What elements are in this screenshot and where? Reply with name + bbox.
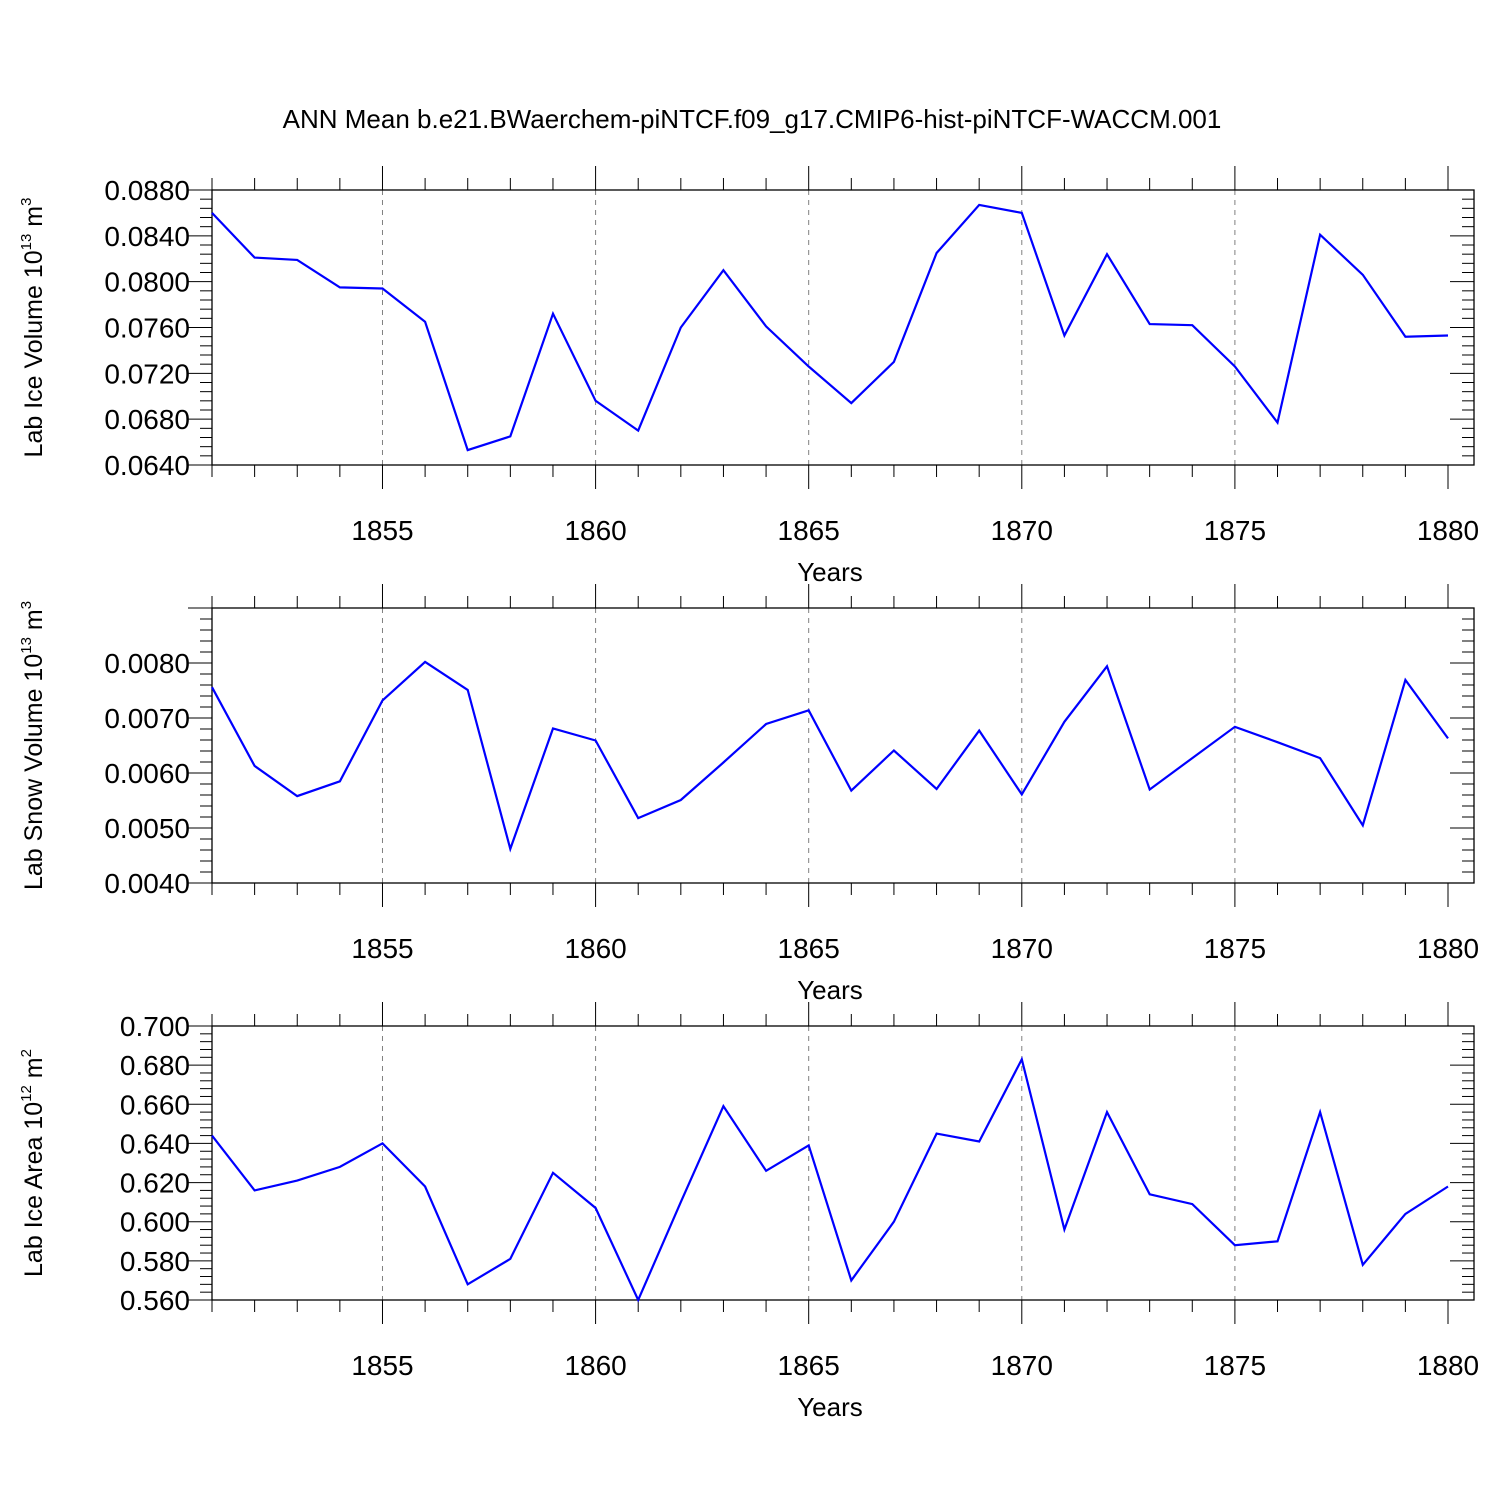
x-tick-label: 1880 [1417,1350,1479,1381]
y-axis-label: Lab Ice Volume 1013 m3 [18,198,48,458]
y-tick-label: 0.0880 [104,175,190,206]
y-tick-label: 0.700 [120,1011,190,1042]
chart-panel-1: 1855 1860 1865 1870 1875 1880 Years 0.0640 0.068… [18,166,1479,587]
y-tick-label: 0.560 [120,1285,190,1316]
y-tick-label: 0.580 [120,1246,190,1277]
y-tick-label: 0.0800 [104,267,190,298]
x-tick-label: 1875 [1204,933,1266,964]
series-line [211,203,1449,452]
x-tick-label: 1870 [991,515,1053,546]
chart-panel-3: 1855 1860 1865 1870 1875 1880 Years 0.560 0.580 0… [18,1002,1479,1422]
y-tick-label: 0.620 [120,1168,190,1199]
y-tick-label: 0.0680 [104,404,190,435]
x-tick-label: 1855 [351,515,413,546]
x-tick-label: 1880 [1417,515,1479,546]
chart-panel-2: 1855 1860 1865 1870 1875 1880 Years 0.0040 0.005… [18,584,1479,1005]
y-tick-label: 0.0840 [104,221,190,252]
y-tick-label: 0.0080 [104,648,190,679]
y-tick-label: 0.680 [120,1050,190,1081]
y-tick-label: 0.0720 [104,358,190,389]
plot-frame [211,607,1475,884]
y-axis-label: Lab Ice Area 1012 m2 [18,1049,48,1277]
x-tick-label: 1880 [1417,933,1479,964]
x-tick-label: 1875 [1204,515,1266,546]
x-tick-label: 1860 [564,933,626,964]
x-tick-label: 1860 [564,1350,626,1381]
x-tick-label: 1870 [991,1350,1053,1381]
plot-frame [211,189,1475,466]
chart-title: ANN Mean b.e21.BWaerchem-piNTCF.f09_g17.… [283,104,1222,134]
x-tick-label: 1855 [351,1350,413,1381]
y-tick-label: 0.0760 [104,313,190,344]
x-axis-label: Years [797,1392,863,1422]
y-tick-label: 0.0640 [104,450,190,481]
x-tick-label: 1865 [778,1350,840,1381]
x-tick-label: 1855 [351,933,413,964]
y-axis-label: Lab Snow Volume 1013 m3 [18,601,48,890]
y-tick-label: 0.0040 [104,868,190,899]
x-tick-label: 1875 [1204,1350,1266,1381]
x-tick-label: 1865 [778,515,840,546]
x-tick-label: 1865 [778,933,840,964]
y-tick-label: 0.640 [120,1128,190,1159]
series-line [211,1056,1449,1303]
x-axis-label: Years [797,557,863,587]
plot-frame [211,1025,1475,1301]
x-tick-label: 1870 [991,933,1053,964]
x-axis-label: Years [797,975,863,1005]
y-tick-label: 0.0070 [104,703,190,734]
y-tick-label: 0.660 [120,1089,190,1120]
y-tick-label: 0.600 [120,1207,190,1238]
y-tick-label: 0.0060 [104,758,190,789]
x-tick-label: 1860 [564,515,626,546]
y-tick-label: 0.0050 [104,813,190,844]
series-line [211,660,1449,853]
